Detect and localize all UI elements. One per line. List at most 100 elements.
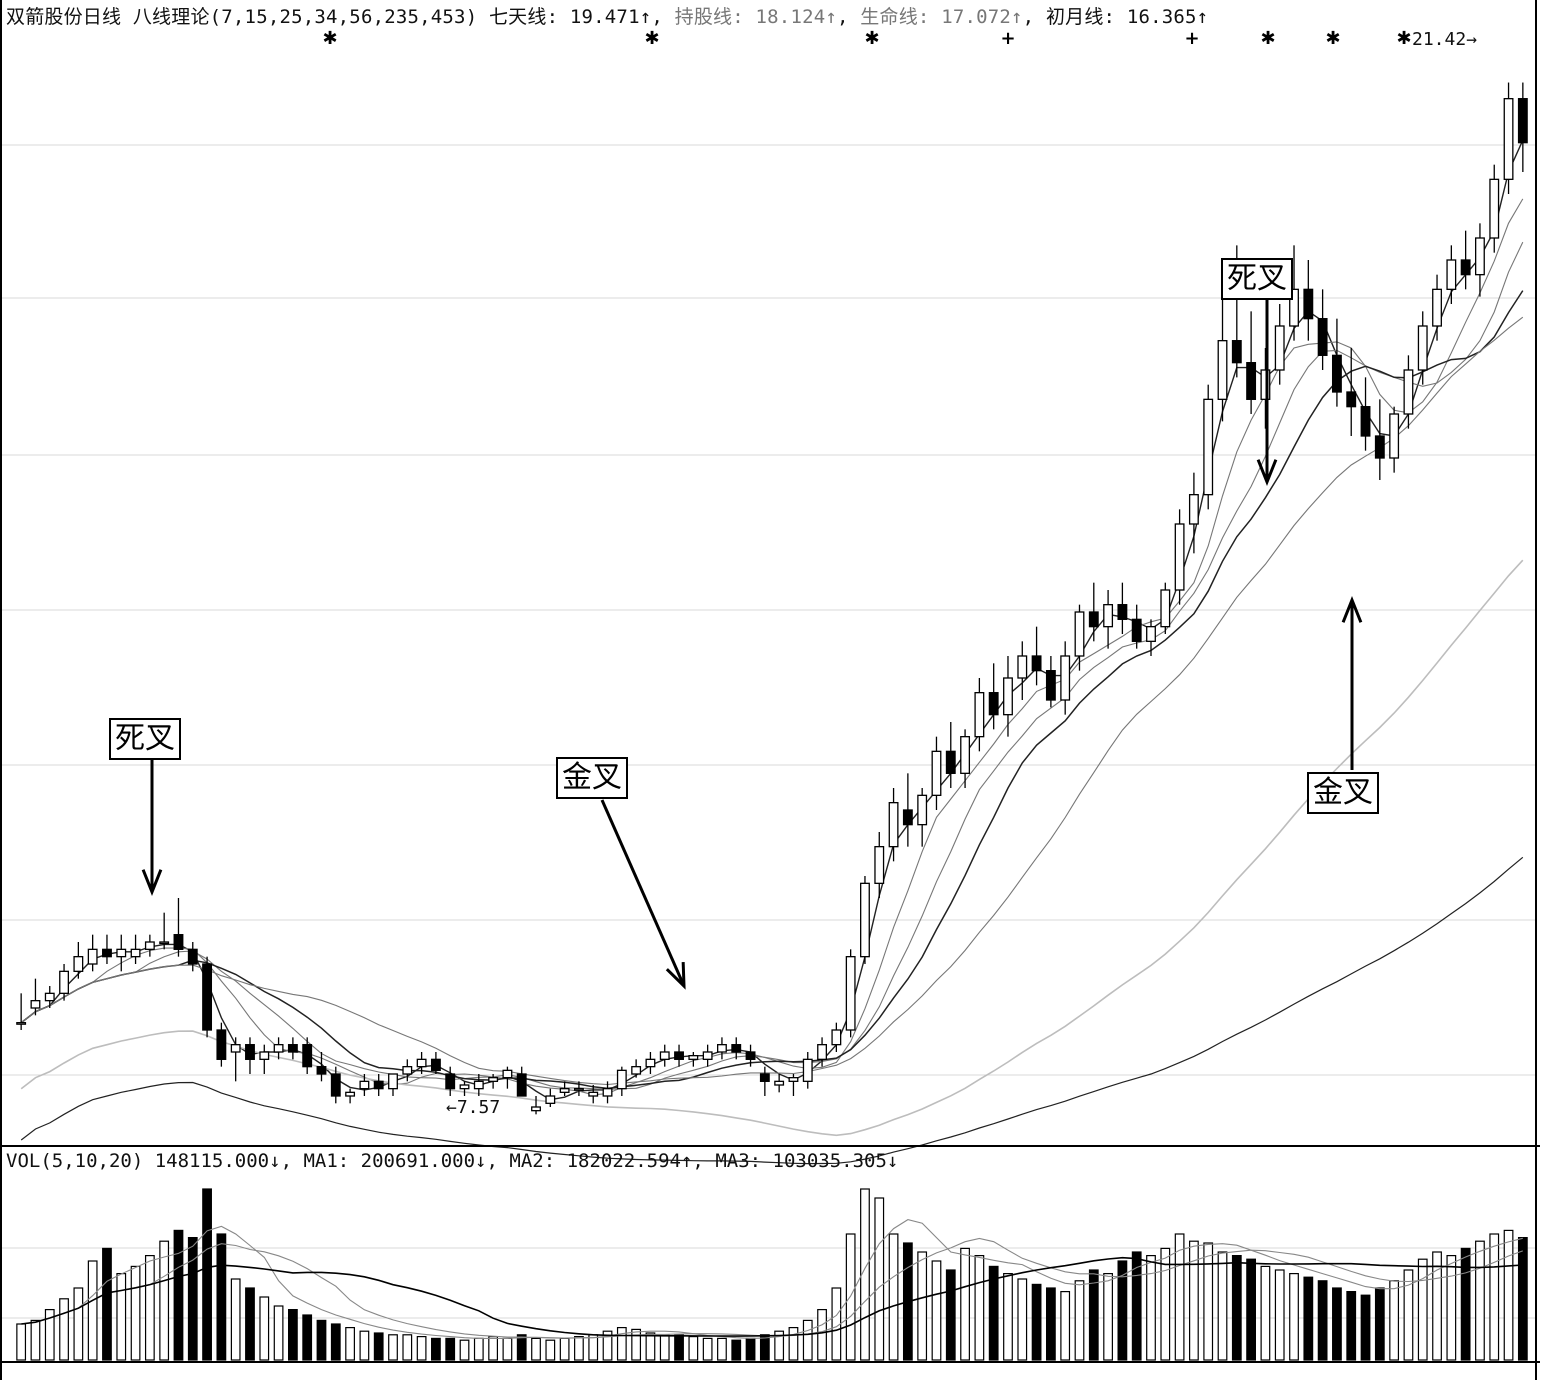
candle-up bbox=[87, 948, 98, 965]
volume-bar bbox=[1332, 1287, 1342, 1361]
candle-down bbox=[1231, 340, 1242, 364]
volume-bar bbox=[30, 1319, 41, 1361]
candles bbox=[16, 82, 1528, 1115]
annotation-arrows: ✱ ✱ ✱ + + ✱ ✱ ✱ bbox=[141, 28, 1412, 990]
candle-up bbox=[1274, 325, 1285, 371]
volume-bar bbox=[1189, 1240, 1199, 1361]
candle-up bbox=[645, 1058, 656, 1068]
ma-34-value: 16.365↑ bbox=[1126, 6, 1209, 28]
candle-up bbox=[1503, 98, 1514, 180]
dead-cross-label-left: 死叉 bbox=[109, 718, 181, 760]
volume-bar bbox=[302, 1314, 313, 1361]
volume-bar bbox=[860, 1188, 870, 1361]
ma-line-20 bbox=[20, 316, 1524, 1086]
candle-down bbox=[1045, 670, 1056, 701]
volume-bar bbox=[1045, 1287, 1056, 1361]
golden-cross-label-mid: 金叉 bbox=[556, 757, 628, 799]
volume-ma-20 bbox=[21, 1256, 1523, 1337]
candle-down bbox=[1460, 259, 1471, 276]
candle-up bbox=[16, 1022, 27, 1025]
candle-down bbox=[674, 1051, 684, 1060]
candle-up bbox=[273, 1044, 284, 1053]
candle-up bbox=[73, 956, 84, 972]
ma-25-value: 17.072↑ bbox=[941, 6, 1023, 28]
candle-up bbox=[659, 1051, 670, 1060]
volume-bar bbox=[59, 1298, 69, 1361]
volume-bar bbox=[759, 1334, 770, 1361]
ma-7-label: 七天线: bbox=[488, 6, 559, 28]
candle-up bbox=[459, 1084, 470, 1090]
volume-bar bbox=[817, 1308, 827, 1361]
volume-bar bbox=[87, 1260, 98, 1361]
candle-down bbox=[173, 934, 184, 950]
candle-down bbox=[1331, 354, 1342, 393]
candle-up bbox=[1174, 523, 1185, 591]
candle-down bbox=[202, 963, 213, 1031]
volume-bar bbox=[1174, 1233, 1185, 1361]
volume-bar bbox=[1489, 1233, 1500, 1361]
candle-up bbox=[116, 948, 127, 958]
candle-up bbox=[802, 1058, 813, 1082]
candle-up bbox=[30, 1000, 41, 1009]
candle-up bbox=[59, 970, 69, 994]
indicator-name: 八线理论(7,15,25,34,56,235,453) bbox=[132, 6, 478, 28]
chart-header: 双箭股份日线 八线理论(7,15,25,34,56,235,453) 七天线: … bbox=[6, 6, 1209, 28]
candle-up bbox=[602, 1088, 613, 1097]
candle-up bbox=[1432, 288, 1442, 327]
volume-bar bbox=[330, 1323, 341, 1361]
candle-up bbox=[1260, 369, 1271, 400]
volume-bar bbox=[974, 1254, 985, 1361]
candle-up bbox=[588, 1091, 599, 1097]
volume-bar bbox=[788, 1326, 799, 1361]
volume-bar bbox=[1031, 1283, 1042, 1361]
candle-up bbox=[473, 1080, 484, 1090]
volume-bar bbox=[674, 1334, 684, 1361]
volume-value: 148115.000↓ bbox=[154, 1150, 281, 1172]
volume-bar bbox=[931, 1260, 942, 1361]
signal-marker: + bbox=[1000, 28, 1015, 49]
candle-up bbox=[931, 750, 942, 796]
ma-34-label: 初月线: bbox=[1045, 6, 1116, 28]
volume-bar bbox=[1517, 1236, 1528, 1361]
volume-bar bbox=[230, 1278, 241, 1361]
candle-down bbox=[1117, 604, 1128, 620]
candle-up bbox=[1446, 259, 1457, 290]
candle-up bbox=[817, 1044, 827, 1060]
volume-bar bbox=[402, 1334, 413, 1361]
golden-cross-arrow-right-head bbox=[1341, 595, 1363, 623]
candle-up bbox=[230, 1044, 241, 1053]
volume-bar bbox=[1060, 1290, 1071, 1361]
volume-bar bbox=[116, 1272, 127, 1361]
candle-down bbox=[759, 1073, 770, 1082]
candle-up bbox=[1389, 413, 1400, 459]
candle-up bbox=[1203, 398, 1214, 496]
volume-bar bbox=[287, 1308, 298, 1361]
volume-bar bbox=[202, 1188, 212, 1361]
volume-bar bbox=[702, 1337, 713, 1361]
candle-up bbox=[159, 941, 170, 945]
candle-up bbox=[688, 1055, 699, 1060]
candle-down bbox=[245, 1044, 255, 1060]
volume-bar bbox=[345, 1326, 355, 1361]
volume-bar bbox=[774, 1330, 785, 1361]
candle-up bbox=[788, 1077, 799, 1082]
ma-line-9 bbox=[20, 241, 1524, 1091]
volume-bar bbox=[531, 1337, 541, 1361]
candle-up bbox=[559, 1088, 570, 1093]
volume-bar bbox=[1346, 1290, 1357, 1361]
candle-up bbox=[402, 1066, 413, 1075]
volume-ma3: MA3: 103035.305↓ bbox=[715, 1150, 899, 1172]
volume-bar bbox=[173, 1229, 184, 1361]
candle-down bbox=[430, 1058, 441, 1071]
candle-up bbox=[144, 941, 155, 950]
volume-bar bbox=[245, 1287, 255, 1361]
dead-cross-arrow-right-head bbox=[1256, 459, 1278, 487]
candle-up bbox=[974, 692, 985, 738]
candle-up bbox=[1417, 325, 1428, 371]
candle-up bbox=[616, 1069, 627, 1090]
volume-bar bbox=[44, 1308, 55, 1361]
candle-down bbox=[1303, 288, 1314, 320]
candle-up bbox=[44, 992, 55, 1002]
volume-ma1: MA1: 200691.000↓ bbox=[303, 1150, 487, 1172]
candle-up bbox=[1103, 604, 1114, 628]
